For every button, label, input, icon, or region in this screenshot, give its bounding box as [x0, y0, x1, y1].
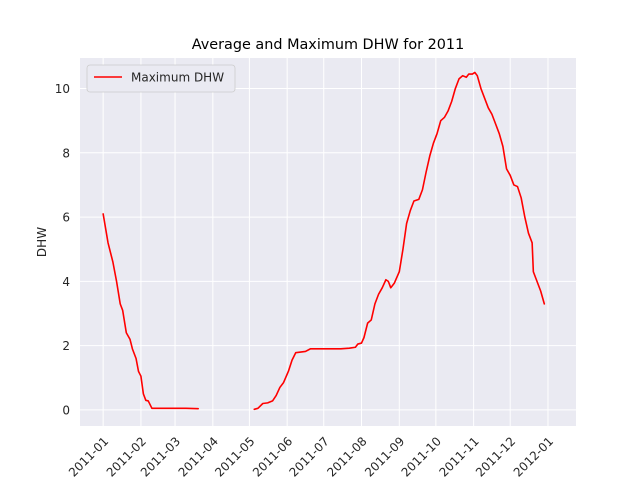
- y-tick-label: 8: [62, 146, 70, 160]
- series-line-segment: [253, 71, 546, 411]
- y-axis-ticks: 0 2 4 6 8 10: [55, 82, 70, 417]
- series-line-segment: [102, 213, 200, 410]
- y-tick-label: 0: [62, 403, 70, 417]
- y-tick-label: 10: [55, 82, 70, 96]
- y-tick-label: 4: [62, 275, 70, 289]
- plot-area: [80, 58, 576, 426]
- y-tick-label: 2: [62, 339, 70, 353]
- legend: Maximum DHW: [86, 64, 236, 93]
- chart-title: Average and Maximum DHW for 2011: [192, 37, 465, 53]
- grid: [80, 58, 576, 426]
- legend-label: Maximum DHW: [131, 71, 224, 85]
- y-tick-label: 6: [62, 211, 70, 225]
- y-axis-label: DHW: [35, 227, 49, 257]
- series-layer: [102, 71, 546, 411]
- legend-box: [86, 64, 236, 93]
